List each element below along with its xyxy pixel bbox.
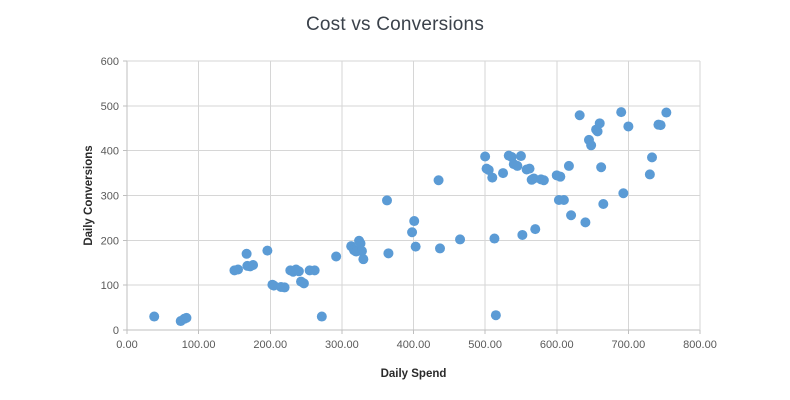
data-point — [407, 227, 418, 238]
data-point — [355, 238, 366, 249]
data-point — [538, 175, 549, 186]
data-point — [490, 310, 501, 321]
data-point — [487, 172, 498, 183]
data-point — [309, 265, 320, 276]
data-point — [181, 312, 192, 323]
x-tick-label: 300.00 — [325, 339, 359, 351]
data-point — [655, 120, 666, 131]
x-tick-label: 700.00 — [612, 339, 646, 351]
data-point — [515, 151, 526, 162]
data-point — [517, 229, 528, 240]
data-point — [489, 233, 500, 244]
chart-title: Cost vs Conversions — [305, 14, 485, 35]
data-point — [233, 264, 244, 275]
data-point — [592, 126, 603, 137]
data-point — [598, 199, 609, 210]
data-point — [409, 216, 420, 227]
data-points-group — [149, 107, 672, 327]
data-point — [647, 152, 658, 163]
x-axis-title: Daily Spend — [381, 368, 447, 380]
data-point — [356, 246, 367, 257]
y-tick-label: 600 — [101, 56, 119, 68]
data-point — [580, 217, 591, 228]
x-tick-label: 400.00 — [397, 339, 431, 351]
data-point — [512, 160, 523, 171]
data-point — [298, 278, 309, 289]
data-point — [530, 224, 541, 235]
data-point — [241, 248, 252, 259]
data-point — [586, 140, 597, 151]
x-tick-label: 500.00 — [468, 339, 502, 351]
x-tick-label: 600.00 — [540, 339, 574, 351]
data-point — [623, 121, 634, 132]
data-point — [616, 107, 627, 118]
data-point — [435, 243, 446, 254]
data-point — [279, 282, 290, 293]
data-point — [331, 251, 342, 262]
data-point — [381, 195, 392, 206]
data-point — [498, 168, 509, 179]
y-tick-label: 0 — [113, 325, 119, 337]
x-tick-label: 100.00 — [182, 339, 216, 351]
data-point — [262, 245, 273, 256]
x-axis-tick-labels: 0.00 100.00 200.00 300.00 400.00 500.00 600.00… — [116, 339, 717, 351]
y-axis-tick-labels: 0 100 200 300 400 500 600 — [101, 56, 119, 337]
data-point — [558, 194, 569, 205]
data-point — [410, 241, 421, 252]
data-point — [433, 175, 444, 186]
data-point — [596, 162, 607, 173]
data-point — [480, 151, 491, 162]
y-tick-label: 400 — [101, 146, 119, 158]
y-axis-title: Daily Conversions — [83, 145, 95, 245]
data-point — [644, 169, 655, 180]
data-point — [524, 163, 535, 174]
data-point — [455, 234, 466, 245]
data-point — [248, 259, 259, 270]
data-point — [483, 164, 494, 175]
x-tick-label: 800.00 — [683, 339, 717, 351]
data-point — [358, 254, 369, 265]
data-point — [618, 188, 629, 199]
data-point — [563, 160, 574, 171]
data-point — [316, 311, 327, 322]
data-point — [293, 266, 304, 277]
data-point — [566, 210, 577, 221]
x-tick-label: 0.00 — [116, 339, 137, 351]
y-tick-label: 100 — [101, 280, 119, 292]
tick-marks-group — [123, 60, 701, 334]
data-point — [574, 110, 585, 121]
x-tick-label: 200.00 — [253, 339, 287, 351]
y-tick-label: 300 — [101, 191, 119, 203]
y-tick-label: 200 — [101, 235, 119, 247]
data-point — [149, 311, 160, 322]
data-point — [661, 107, 672, 118]
data-point — [594, 118, 605, 129]
y-tick-label: 500 — [101, 101, 119, 113]
gridlines-group — [127, 60, 701, 330]
data-point — [555, 171, 566, 182]
data-point — [383, 248, 394, 259]
